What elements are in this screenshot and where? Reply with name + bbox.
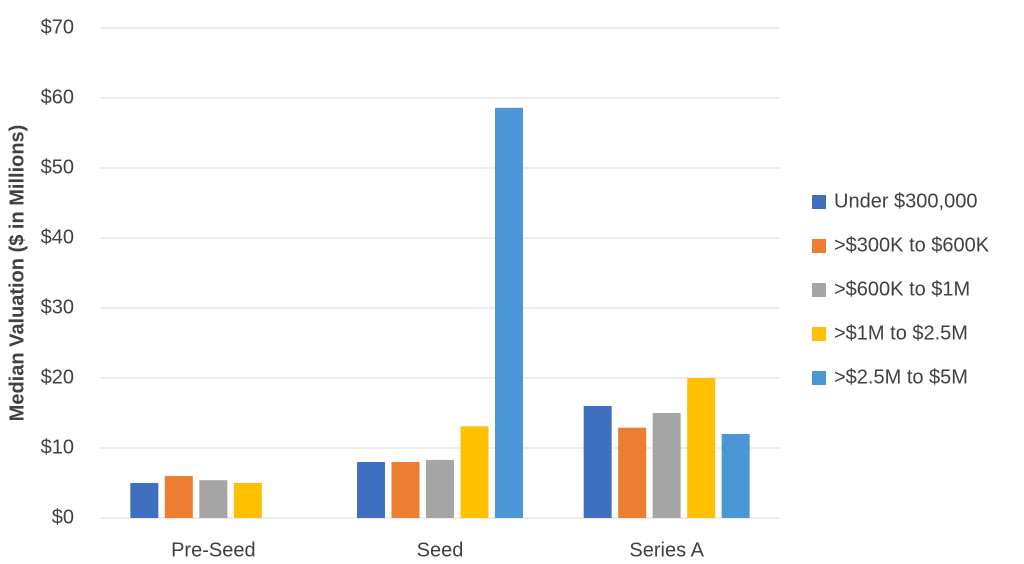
legend-swatch — [812, 195, 826, 209]
legend-swatch — [812, 371, 826, 385]
bar — [199, 480, 228, 518]
bar — [233, 483, 262, 518]
bar — [130, 483, 159, 518]
legend-label: >$600K to $1M — [834, 278, 970, 300]
legend-swatch — [812, 283, 826, 297]
y-tick-label: $20 — [41, 366, 74, 388]
bar — [391, 462, 420, 518]
bar — [495, 107, 523, 519]
y-axis-label: Median Valuation ($ in Millions) — [6, 125, 28, 422]
y-tick-label: $60 — [41, 86, 74, 108]
bar — [721, 434, 750, 518]
bar — [357, 462, 385, 518]
y-tick-label: $0 — [52, 506, 74, 528]
legend-label: >$2.5M to $5M — [834, 366, 968, 388]
y-tick-label: $50 — [41, 156, 74, 178]
x-tick-label: Pre-Seed — [171, 539, 256, 561]
legend-label: >$1M to $2.5M — [834, 322, 968, 344]
bar — [460, 426, 489, 518]
bar — [687, 378, 716, 518]
y-tick-label: $30 — [41, 296, 74, 318]
y-tick-label: $70 — [41, 16, 74, 38]
y-tick-label: $10 — [41, 436, 74, 458]
x-tick-label: Series A — [629, 539, 704, 561]
legend-swatch — [812, 239, 826, 253]
legend-label: >$300K to $600K — [834, 234, 990, 256]
bar — [164, 476, 193, 518]
y-tick-label: $40 — [41, 226, 74, 248]
bar — [652, 413, 681, 518]
bar — [583, 406, 612, 518]
legend-swatch — [812, 327, 826, 341]
bar — [426, 459, 454, 518]
bar — [618, 427, 647, 518]
legend-label: Under $300,000 — [834, 190, 977, 212]
x-tick-label: Seed — [417, 539, 464, 561]
